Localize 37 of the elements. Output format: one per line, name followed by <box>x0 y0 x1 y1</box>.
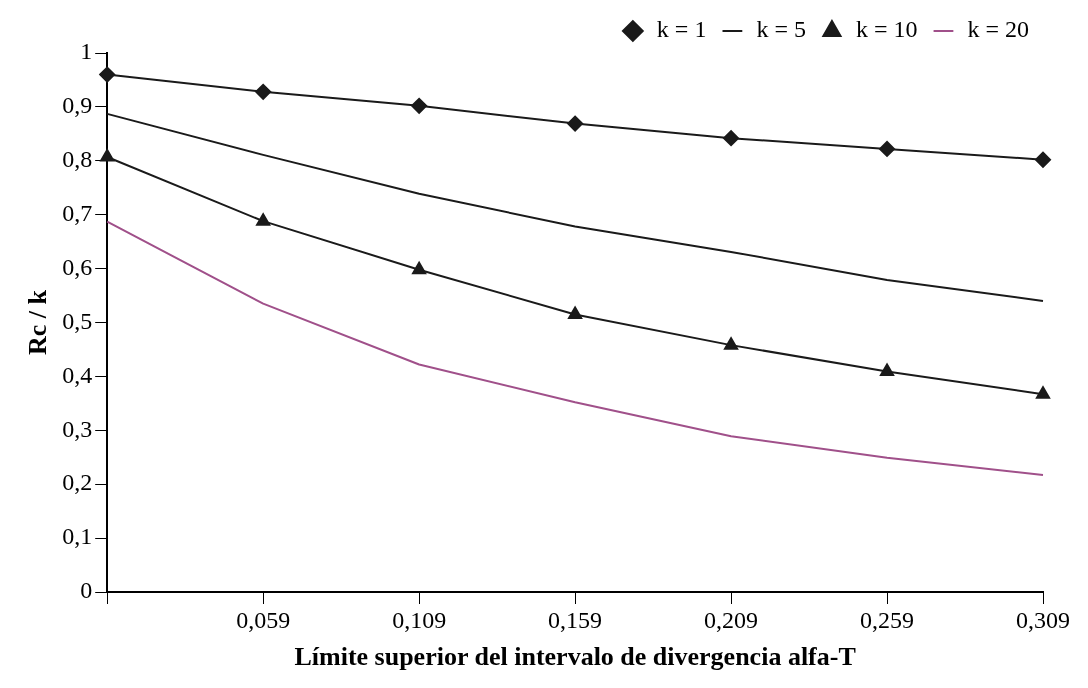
y-tick-label: 0,3 <box>62 415 93 442</box>
y-tick-label: 0,1 <box>62 523 93 550</box>
point <box>412 261 427 275</box>
y-tick-label: 0 <box>80 577 93 604</box>
y-tick-label: 0,2 <box>62 469 93 496</box>
point <box>879 140 896 157</box>
y-tick-label: 0,7 <box>62 200 93 226</box>
x-axis-title: Límite superior del intervalo de divergencia alfa-T <box>294 642 856 672</box>
point <box>411 97 428 114</box>
x-tick-label: 0,059 <box>236 606 291 633</box>
x-tick-label: 0,109 <box>392 606 447 633</box>
y-axis-title: Rc / k <box>23 289 53 355</box>
legend-label: k = 1 <box>656 16 707 43</box>
y-tick-label: 0,4 <box>62 361 93 388</box>
x-tick-label: 0,309 <box>1016 606 1070 633</box>
point <box>567 115 584 132</box>
y-tick-label: 0,9 <box>62 92 93 119</box>
point <box>724 337 739 350</box>
point <box>99 66 116 83</box>
point <box>1035 151 1051 168</box>
point <box>568 306 583 319</box>
x-tick-label: 0,259 <box>860 606 915 633</box>
legend-label: k = 10 <box>855 16 918 43</box>
point <box>255 83 272 100</box>
point <box>1035 386 1051 399</box>
y-tick-label: 1 <box>80 38 93 65</box>
y-tick-label: 0,5 <box>62 307 93 334</box>
point <box>879 363 895 377</box>
y-tick-label: 0,6 <box>62 253 93 280</box>
point <box>723 130 740 147</box>
legend-label: k = 20 <box>967 16 1030 43</box>
x-tick-label: 0,159 <box>548 606 603 633</box>
point <box>256 213 271 226</box>
x-tick-label: 0,209 <box>704 606 759 633</box>
point <box>100 149 115 162</box>
y-tick-label: 0,8 <box>62 146 93 173</box>
legend-label: k = 5 <box>756 16 806 43</box>
